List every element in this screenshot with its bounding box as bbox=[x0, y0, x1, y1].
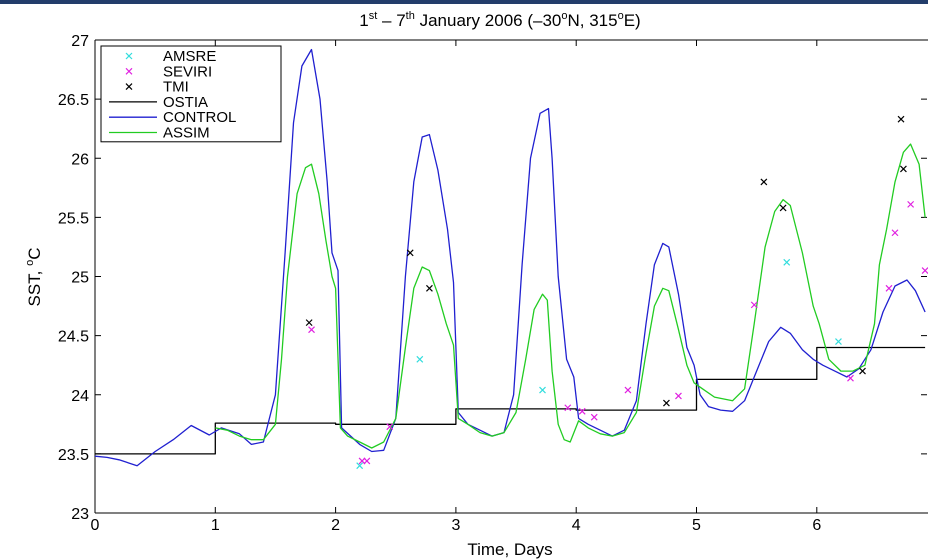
marker-amsre bbox=[539, 386, 546, 394]
y-axis-label: SST, oC bbox=[24, 247, 44, 306]
x-axis-label: Time, Days bbox=[467, 540, 552, 559]
marker-seviri bbox=[590, 413, 598, 421]
marker-seviri bbox=[847, 374, 854, 382]
marker-seviri bbox=[308, 326, 315, 334]
marker-amsre bbox=[783, 258, 791, 266]
marker-tmi bbox=[897, 115, 905, 123]
legend-label-seviri: SEVIRI bbox=[163, 63, 212, 80]
ylabel-superscript: o bbox=[24, 260, 36, 266]
marker-tmi bbox=[663, 399, 670, 407]
ylabel-part: SST, bbox=[25, 266, 44, 307]
title-part: N, 315 bbox=[567, 11, 617, 30]
title-superscript: th bbox=[406, 10, 415, 22]
legend-label-tmi: TMI bbox=[163, 79, 189, 96]
marker-seviri bbox=[907, 200, 915, 208]
marker-seviri bbox=[750, 301, 758, 309]
marker-amsre bbox=[416, 355, 424, 363]
series-line-assim bbox=[215, 143, 926, 449]
legend-marker-amsre bbox=[125, 52, 133, 60]
y-tick-label: 25 bbox=[71, 270, 89, 287]
legend-label-assim: ASSIM bbox=[163, 125, 210, 142]
ylabel-part: C bbox=[25, 247, 44, 259]
title-part: January 2006 (–30 bbox=[415, 11, 562, 30]
marker-tmi bbox=[760, 178, 768, 186]
legend-label-ostia: OSTIA bbox=[163, 94, 208, 111]
x-tick-label: 2 bbox=[331, 517, 340, 534]
y-tick-label: 24.5 bbox=[58, 329, 89, 346]
x-tick-label: 3 bbox=[451, 517, 460, 534]
y-tick-label: 23.5 bbox=[58, 447, 89, 464]
y-tick-label: 26 bbox=[71, 151, 89, 168]
chart-title: 1st – 7th January 2006 (–30oN, 315oE) bbox=[359, 10, 640, 30]
marker-seviri bbox=[363, 457, 371, 465]
legend-label-control: CONTROL bbox=[163, 109, 236, 126]
marker-seviri bbox=[675, 392, 682, 400]
top-border-bar bbox=[0, 0, 928, 4]
y-tick-label: 26.5 bbox=[58, 92, 89, 109]
x-tick-label: 4 bbox=[572, 517, 581, 534]
marker-tmi bbox=[779, 204, 787, 212]
x-tick-label: 0 bbox=[91, 517, 100, 534]
title-part: – 7 bbox=[377, 11, 405, 30]
marker-tmi bbox=[305, 319, 313, 327]
marker-seviri bbox=[578, 407, 586, 415]
marker-seviri bbox=[891, 229, 899, 237]
title-superscript: st bbox=[369, 10, 378, 22]
marker-seviri bbox=[564, 404, 572, 412]
title-part: E) bbox=[624, 11, 641, 30]
legend-box bbox=[100, 45, 282, 143]
marker-seviri bbox=[386, 423, 394, 431]
marker-seviri bbox=[921, 267, 928, 275]
legend-label-amsre: AMSRE bbox=[163, 48, 216, 65]
marker-amsre bbox=[356, 462, 364, 470]
series-line-control bbox=[94, 48, 926, 467]
y-tick-label: 23 bbox=[71, 506, 89, 523]
x-tick-label: 6 bbox=[812, 517, 821, 534]
x-tick-label: 5 bbox=[692, 517, 701, 534]
y-tick-label: 27 bbox=[71, 33, 89, 50]
title-superscript: o bbox=[561, 10, 567, 22]
marker-tmi bbox=[899, 165, 907, 173]
marker-seviri bbox=[624, 386, 632, 394]
y-tick-label: 25.5 bbox=[58, 210, 89, 227]
marker-tmi bbox=[859, 367, 866, 375]
series-layer bbox=[94, 48, 926, 467]
marker-amsre bbox=[835, 338, 842, 345]
y-tick-label: 24 bbox=[71, 388, 89, 405]
x-tick-label: 1 bbox=[211, 517, 220, 534]
title-part: 1 bbox=[359, 11, 368, 30]
legend-marker-seviri bbox=[125, 67, 133, 75]
legend-marker-tmi bbox=[125, 83, 133, 91]
title-superscript: o bbox=[618, 10, 624, 22]
marker-seviri bbox=[885, 284, 893, 292]
marker-tmi bbox=[426, 284, 433, 292]
marker-layer bbox=[305, 115, 928, 470]
marker-tmi bbox=[406, 249, 414, 257]
